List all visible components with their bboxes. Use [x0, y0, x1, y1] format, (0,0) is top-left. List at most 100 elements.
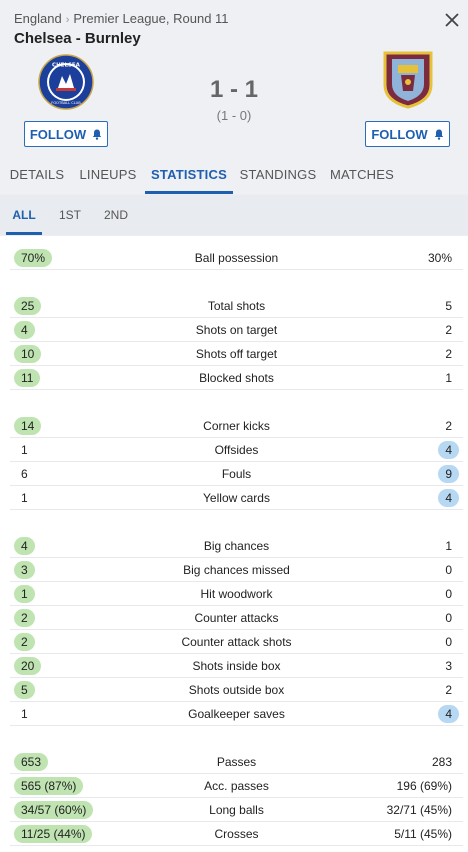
- bell-icon: [92, 129, 102, 140]
- stat-home-value: 11: [14, 369, 41, 387]
- tab-statistics[interactable]: STATISTICS: [145, 158, 233, 194]
- stat-row: Corner kicks 14 2: [10, 414, 463, 438]
- stat-row: Total shots 25 5: [10, 294, 463, 318]
- stat-row: Big chances 4 1: [10, 534, 463, 558]
- stat-home-value: 11/25 (44%): [14, 825, 93, 843]
- stat-label: Passes: [216, 755, 257, 769]
- burnley-crest-icon[interactable]: [383, 51, 433, 109]
- stat-home-value: 1: [21, 443, 28, 457]
- stat-home-value: 2: [14, 609, 35, 627]
- stat-home-value: 6: [21, 467, 28, 481]
- stat-home-value: 14: [14, 417, 42, 435]
- stat-label: Ball possession: [194, 251, 279, 265]
- stat-row: Shots inside box 20 3: [10, 654, 463, 678]
- stat-home-value: 5: [14, 681, 35, 699]
- stat-home-value: 1: [21, 491, 28, 505]
- stat-away-value: 32/71 (45%): [386, 803, 452, 817]
- tab-details[interactable]: DETAILS: [9, 167, 65, 182]
- stat-row: Passes 653 283: [10, 750, 463, 774]
- statistics-list: Ball possession 70% 30% Total shots 25 5 Shots…: [0, 236, 468, 852]
- stat-home-value: 10: [14, 345, 42, 363]
- period-tabs: ALL 1ST 2ND: [0, 195, 468, 235]
- stat-away-value: 5/11 (45%): [394, 827, 452, 841]
- subtab-all[interactable]: ALL: [6, 195, 42, 235]
- stat-label: Fouls: [221, 467, 252, 481]
- stat-label: Offsides: [214, 443, 259, 457]
- stat-away-value: 5: [445, 299, 452, 313]
- stat-home-value: 20: [14, 657, 42, 675]
- stat-row: Hit woodwork 1 0: [10, 582, 463, 606]
- stat-row: Shots off target 10 2: [10, 342, 463, 366]
- stat-label: Blocked shots: [199, 371, 274, 385]
- tab-lineups[interactable]: LINEUPS: [79, 167, 137, 182]
- stat-label: Big chances missed: [183, 563, 290, 577]
- stat-home-value: 1: [21, 707, 28, 721]
- stat-label: Acc. passes: [204, 779, 269, 793]
- stat-label: Counter attack shots: [181, 635, 292, 649]
- stat-row: Shots on target 4 2: [10, 318, 463, 342]
- stat-away-value: 2: [445, 347, 452, 361]
- follow-away-button[interactable]: FOLLOW: [365, 121, 450, 147]
- stat-label: Crosses: [214, 827, 259, 841]
- stat-home-value: 2: [14, 633, 35, 651]
- stat-label: Counter attacks: [194, 611, 279, 625]
- stat-label: Long balls: [209, 803, 264, 817]
- stat-row: Offsides 1 4: [10, 438, 463, 462]
- tab-standings[interactable]: STANDINGS: [239, 167, 317, 182]
- tab-matches[interactable]: MATCHES: [330, 167, 394, 182]
- stat-row: Counter attack shots 2 0: [10, 630, 463, 654]
- stat-home-value: 25: [14, 297, 42, 315]
- stat-row: Blocked shots 11 1: [10, 366, 463, 390]
- stat-label: Shots outside box: [188, 683, 285, 697]
- stat-home-value: 1: [14, 585, 35, 603]
- match-title: Chelsea - Burnley: [14, 30, 141, 47]
- stat-label: Corner kicks: [203, 419, 270, 433]
- stat-away-value: 2: [445, 683, 452, 697]
- stat-row: Yellow cards 1 4: [10, 486, 463, 510]
- chelsea-crest-subtext: FOOTBALL CLUB: [51, 101, 81, 105]
- stat-away-value: 1: [445, 539, 452, 553]
- stat-home-value: 4: [14, 321, 35, 339]
- stat-home-value: 565 (87%): [14, 777, 84, 795]
- stat-label: Shots on target: [195, 323, 278, 337]
- stat-away-value: 196 (69%): [396, 779, 452, 793]
- chelsea-crest-text: CHELSEA: [52, 63, 81, 69]
- stat-label: Hit woodwork: [200, 587, 273, 601]
- subtab-2nd[interactable]: 2ND: [103, 208, 128, 222]
- breadcrumb-competition[interactable]: Premier League, Round 11: [73, 11, 229, 26]
- stat-home-value: 653: [14, 753, 49, 771]
- stat-row: Counter attacks 2 0: [10, 606, 463, 630]
- stat-away-value: 4: [438, 705, 459, 723]
- stat-label: Big chances: [203, 539, 270, 553]
- breadcrumb-separator: ›: [65, 14, 70, 26]
- stat-label: Shots off target: [195, 347, 278, 361]
- breadcrumb-country[interactable]: England: [14, 11, 62, 26]
- follow-home-button[interactable]: FOLLOW: [24, 121, 108, 147]
- score: 1 - 1: [209, 76, 259, 103]
- stat-away-value: 0: [445, 563, 452, 577]
- stat-row: Big chances missed 3 0: [10, 558, 463, 582]
- stat-home-value: 70%: [14, 249, 53, 267]
- stat-home-value: 3: [14, 561, 35, 579]
- stat-away-value: 0: [445, 611, 452, 625]
- stat-row: Goalkeeper saves 1 4: [10, 702, 463, 726]
- stat-away-value: 2: [445, 323, 452, 337]
- follow-home-label: FOLLOW: [29, 126, 87, 142]
- stat-away-value: 0: [445, 587, 452, 601]
- breadcrumb: England › Premier League, Round 11: [14, 11, 229, 26]
- stat-row: Ball possession 70% 30%: [10, 246, 463, 270]
- stat-away-value: 30%: [427, 251, 452, 265]
- stat-away-value: 0: [445, 635, 452, 649]
- chelsea-crest-icon[interactable]: CHELSEA FOOTBALL CLUB: [38, 54, 94, 110]
- subtab-1st[interactable]: 1ST: [58, 208, 81, 222]
- stat-row: Fouls 6 9: [10, 462, 463, 486]
- close-icon[interactable]: [443, 11, 461, 29]
- match-header: England › Premier League, Round 11 Chelsea…: [0, 0, 468, 194]
- stat-away-value: 4: [438, 489, 459, 507]
- stat-home-value: 4: [14, 537, 35, 555]
- stat-row: Acc. passes 565 (87%) 196 (69%): [10, 774, 463, 798]
- stat-away-value: 283: [431, 755, 452, 769]
- stat-home-value: 34/57 (60%): [14, 801, 94, 819]
- follow-away-label: FOLLOW: [371, 126, 428, 142]
- stat-label: Goalkeeper saves: [188, 707, 285, 721]
